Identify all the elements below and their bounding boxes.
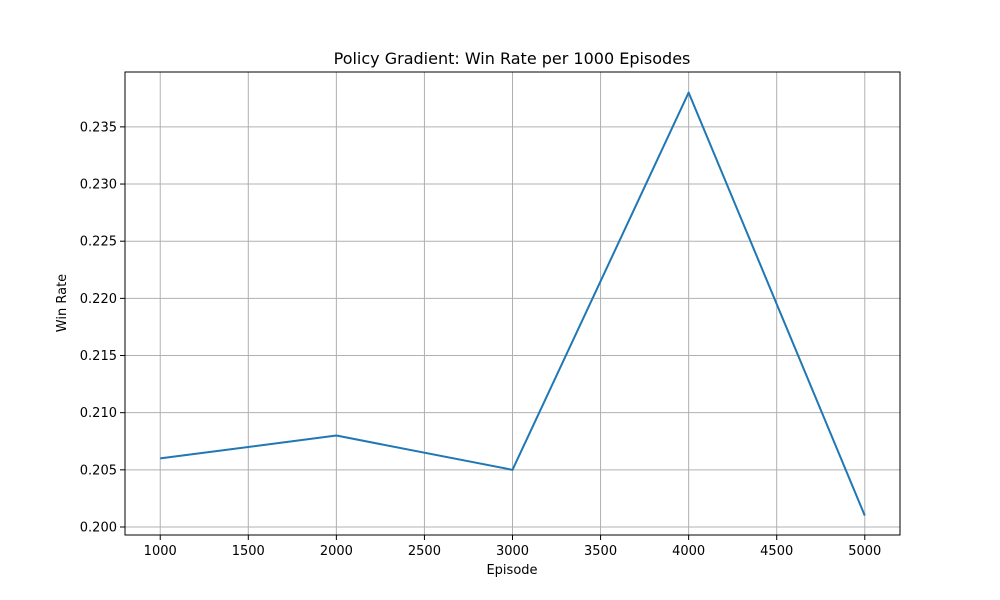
y-tick-label: 0.205 <box>80 463 117 478</box>
x-tick-label: 5000 <box>848 544 881 559</box>
chart-title: Policy Gradient: Win Rate per 1000 Episo… <box>334 49 691 68</box>
y-tick-label: 0.225 <box>80 235 117 250</box>
y-tick-label: 0.200 <box>80 520 117 535</box>
x-tick-label: 1000 <box>144 544 177 559</box>
x-tick-label: 4000 <box>672 544 705 559</box>
x-axis-label: Episode <box>486 563 537 578</box>
y-tick-label: 0.220 <box>80 292 117 307</box>
x-tick-label: 2500 <box>408 544 441 559</box>
y-tick-label: 0.230 <box>80 178 117 193</box>
x-tick-label: 3000 <box>496 544 529 559</box>
y-axis: 0.200 0.205 0.210 0.215 0.220 0.225 0.230 0.235 <box>80 120 125 535</box>
x-tick-label: 2000 <box>320 544 353 559</box>
x-axis: 1000 1500 2000 2500 3000 3500 4000 4500 5000 <box>144 535 881 559</box>
grid <box>125 72 900 535</box>
y-tick-label: 0.210 <box>80 406 117 421</box>
x-tick-label: 4500 <box>760 544 793 559</box>
x-tick-label: 1500 <box>232 544 265 559</box>
y-axis-label: Win Rate <box>55 274 70 332</box>
x-tick-label: 3500 <box>584 544 617 559</box>
series-layer <box>160 91 866 516</box>
y-tick-label: 0.235 <box>80 120 117 135</box>
y-tick-label: 0.215 <box>80 349 117 364</box>
